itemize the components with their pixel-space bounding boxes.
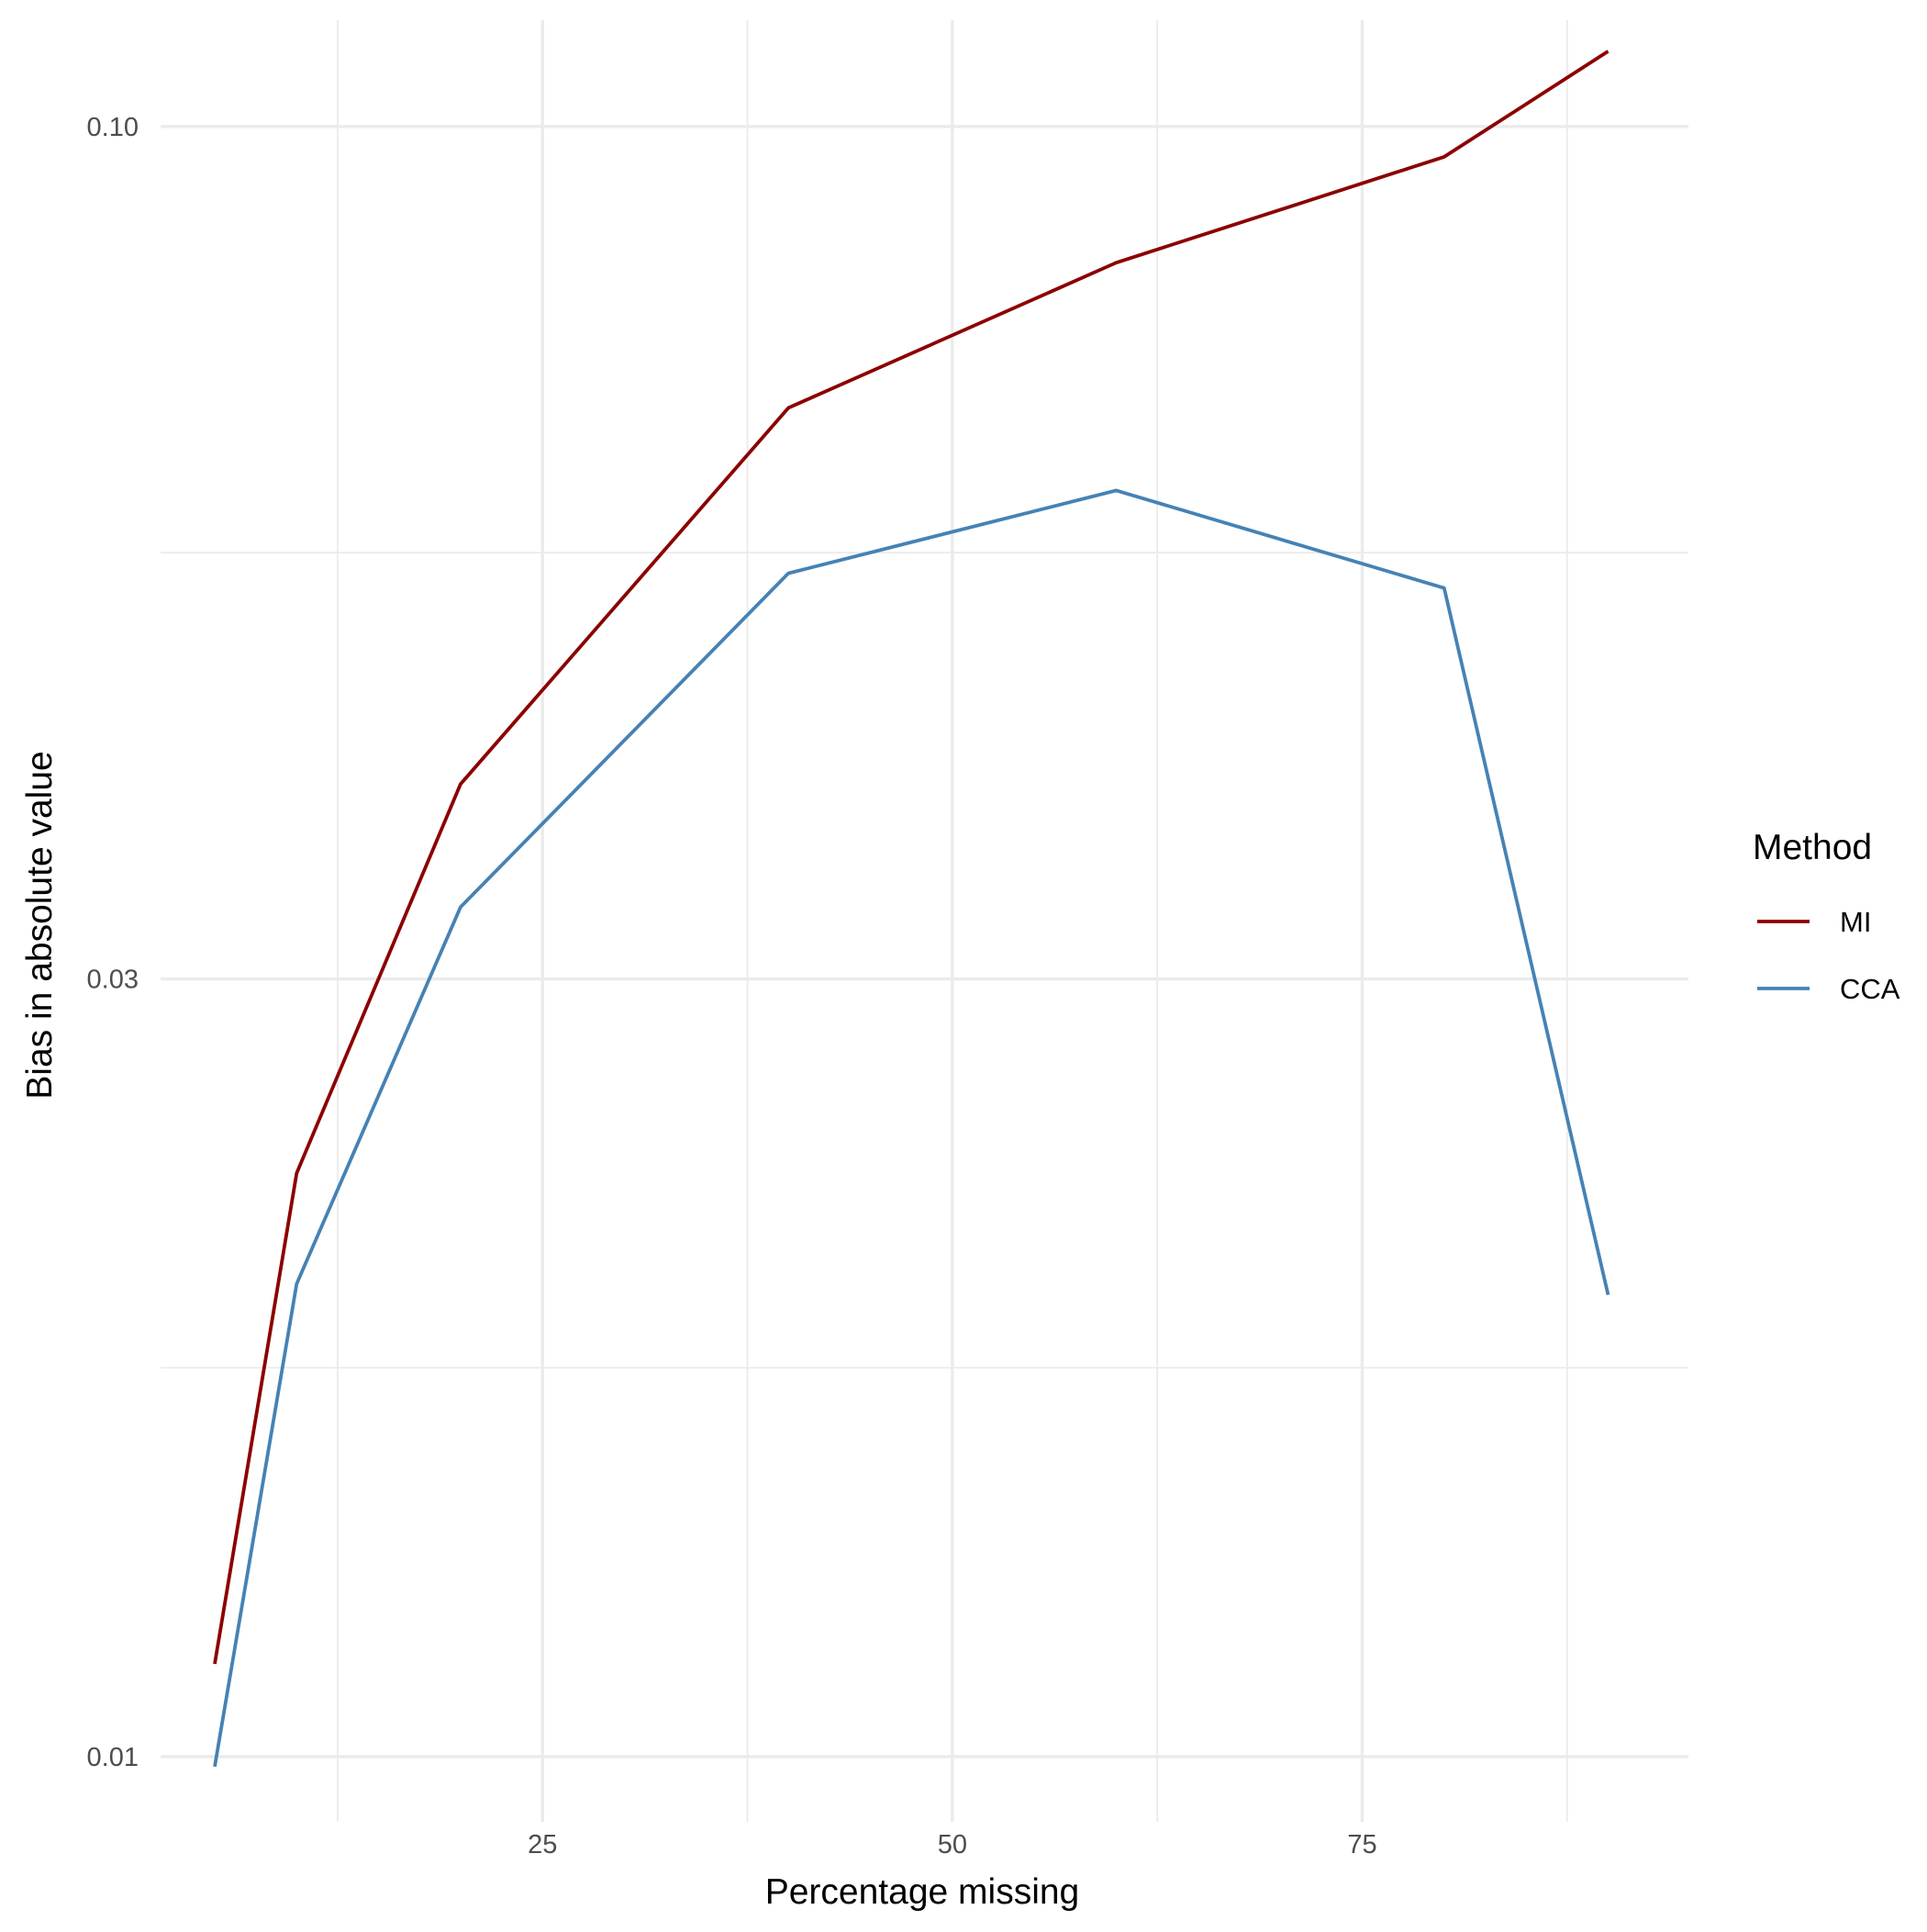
series-line-cca	[213, 488, 1610, 1768]
legend-label-cca: CCA	[1840, 973, 1900, 1005]
x-tick-label: 25	[528, 1830, 557, 1859]
series-layer	[213, 50, 1610, 1768]
legend: Method MI CCA	[1753, 828, 1900, 1005]
legend-title: Method	[1753, 828, 1872, 867]
x-axis-title: Percentage missing	[765, 1872, 1080, 1912]
x-tick-labels: 25 50 75	[528, 1830, 1377, 1859]
y-tick-labels: 0.01 0.03 0.10	[87, 113, 139, 1772]
y-tick-label: 0.01	[87, 1743, 139, 1772]
x-tick-label: 75	[1347, 1830, 1376, 1859]
y-axis-title: Bias in absolute value	[20, 751, 60, 1099]
x-tick-label: 50	[938, 1830, 967, 1859]
legend-label-mi: MI	[1840, 906, 1871, 938]
grid-layer	[161, 20, 1688, 1822]
y-tick-label: 0.03	[87, 966, 139, 995]
series-line-mi	[213, 50, 1610, 1665]
y-tick-label: 0.10	[87, 113, 139, 142]
